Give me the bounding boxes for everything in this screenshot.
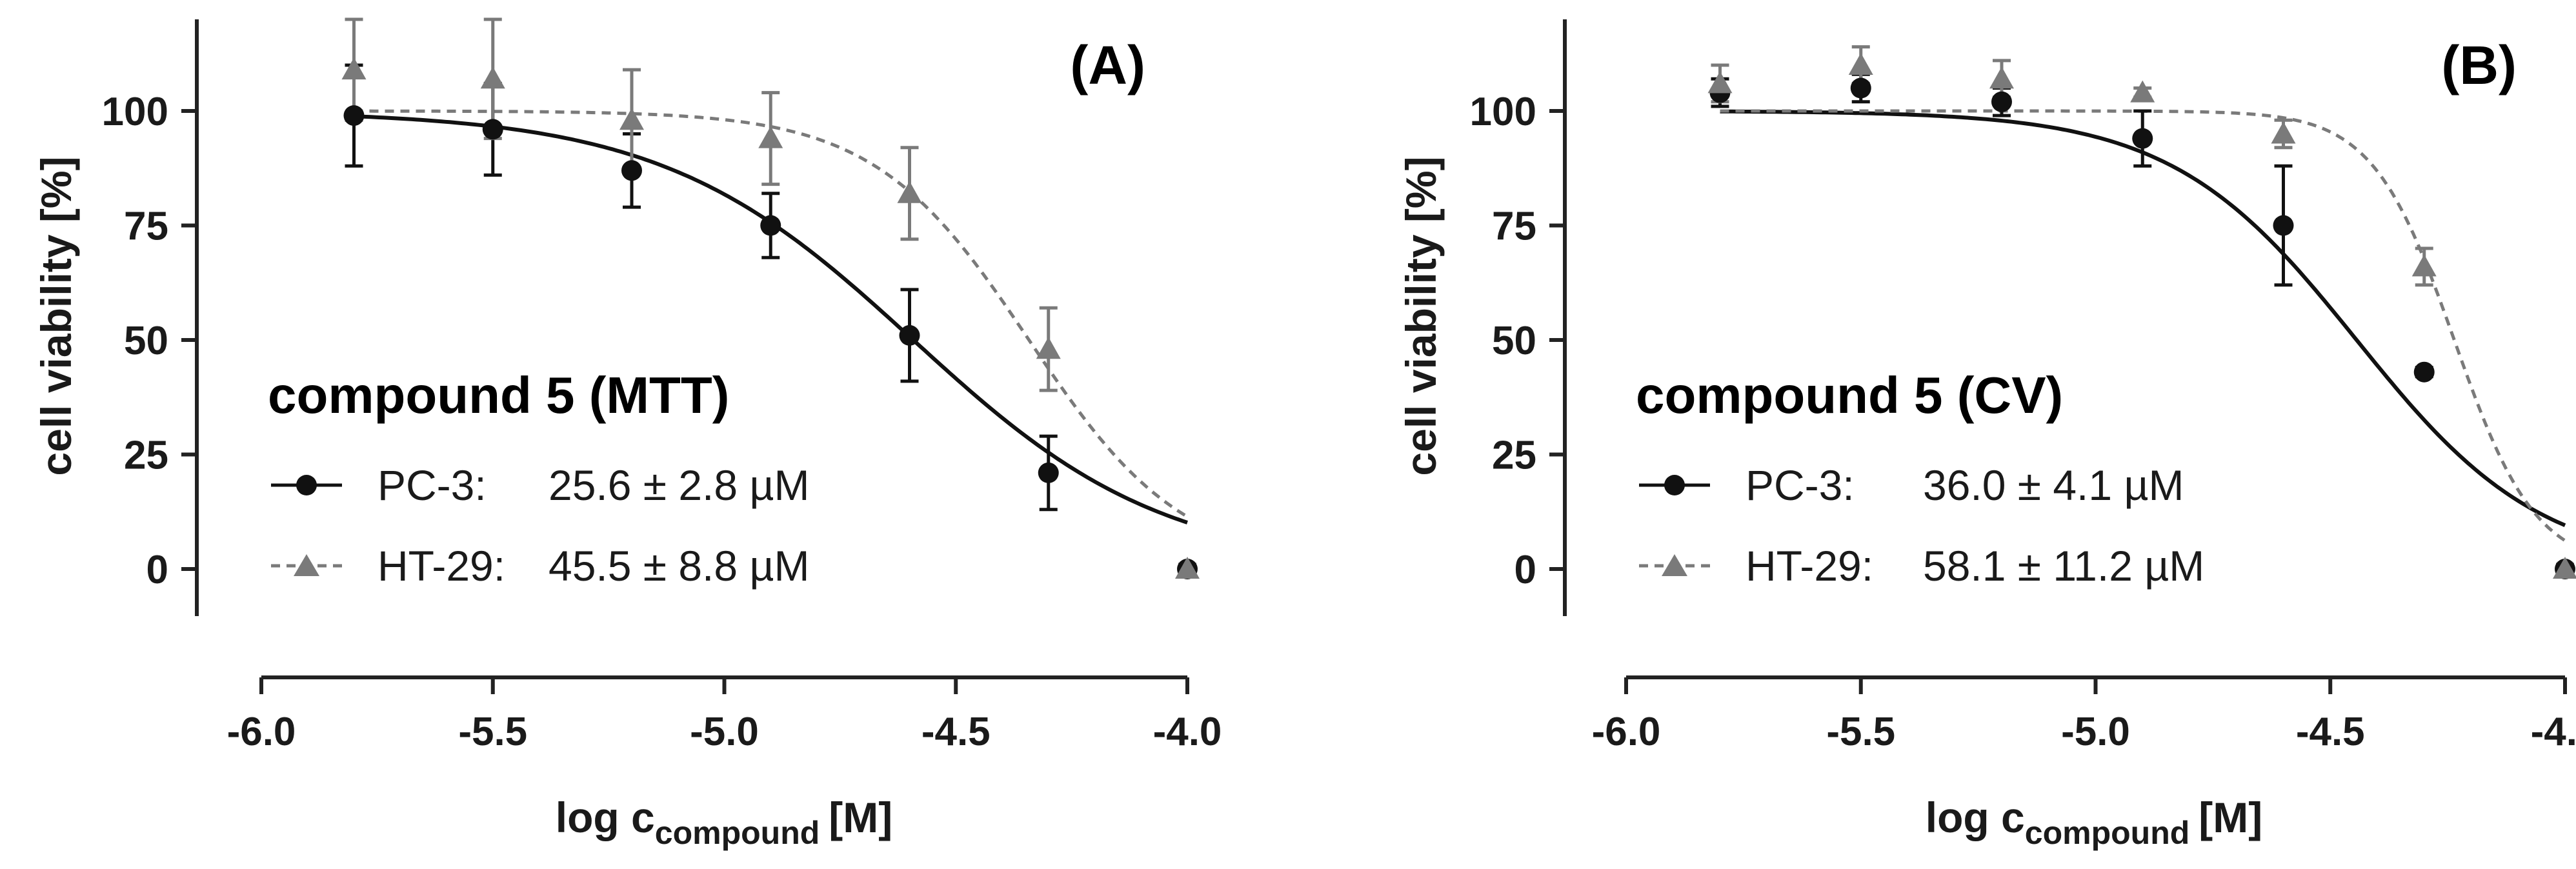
- legend-title: compound 5 (CV): [1636, 366, 2063, 424]
- x-axis-title: log ccompound [M]: [556, 794, 892, 851]
- y-tick-label: 75: [124, 205, 168, 249]
- legend-value-ht29: 45.5 ± 8.8 µM: [548, 542, 809, 590]
- data-point-ht29: [1175, 557, 1200, 579]
- legend-marker-pc3: [296, 475, 317, 495]
- data-point-pc3: [1850, 77, 1871, 99]
- data-point-ht29: [619, 108, 644, 130]
- y-axis-title: cell viability [%]: [32, 156, 80, 475]
- panel-b: 0 25 50 75 100 -6.0 -5.5 -5.0 -4.5 -4.0 (B) cell …: [1397, 19, 2576, 851]
- y-tick-label: 25: [1492, 434, 1536, 478]
- x-tick-label: -6.0: [1592, 710, 1661, 754]
- data-point-ht29: [1848, 53, 1873, 75]
- data-point-ht29: [1036, 337, 1061, 359]
- data-point-pc3: [2413, 361, 2435, 383]
- legend-name-pc3: PC-3:: [377, 461, 487, 509]
- legend-name-pc3: PC-3:: [1746, 461, 1855, 509]
- panel-label: (B): [2441, 35, 2517, 95]
- legend: compound 5 (MTT) PC-3: 25.6 ± 2.8 µM HT-…: [268, 366, 809, 590]
- legend-entry-ht29: HT-29: 58.1 ± 11.2 µM: [1639, 542, 2204, 590]
- x-axis-title-main: log c: [556, 794, 655, 841]
- x-axis-title-main: log c: [1926, 794, 2025, 841]
- data-point-pc3: [2132, 128, 2153, 149]
- panel-label: (A): [1070, 35, 1145, 95]
- data-point-ht29: [2553, 557, 2576, 579]
- y-axis-title: cell viability [%]: [1397, 156, 1445, 475]
- legend-value-pc3: 36.0 ± 4.1 µM: [1923, 461, 2184, 509]
- x-axis-title-subscript: compound: [2025, 815, 2190, 851]
- y-tick-label: 0: [1514, 548, 1536, 592]
- data-point-ht29: [2130, 80, 2155, 103]
- data-point-ht29: [341, 57, 367, 80]
- x-tick-label: -5.5: [458, 710, 527, 754]
- data-point-ht29: [2411, 254, 2437, 277]
- x-tick-label: -5.0: [690, 710, 759, 754]
- data-point-pc3: [621, 160, 642, 181]
- legend-entry-ht29: HT-29: 45.5 ± 8.8 µM: [271, 542, 809, 590]
- legend-name-ht29: HT-29:: [377, 542, 505, 590]
- legend-name-ht29: HT-29:: [1746, 542, 1873, 590]
- data-point-ht29: [2271, 121, 2296, 144]
- legend-entry-pc3: PC-3: 25.6 ± 2.8 µM: [271, 461, 809, 509]
- data-point-pc3: [1991, 91, 2012, 112]
- y-tick-label: 75: [1492, 205, 1536, 249]
- panel-a: 0 25 50 75 100 -6.0 -5.5 -5.0 -4.5 -4.0 (A) cell …: [32, 17, 1222, 851]
- legend-value-pc3: 25.6 ± 2.8 µM: [548, 461, 809, 509]
- legend-marker-ht29: [1662, 554, 1687, 576]
- x-tick-label: -5.0: [2061, 710, 2130, 754]
- data-point-ht29: [480, 66, 505, 89]
- data-point-pc3: [2273, 215, 2294, 236]
- legend: compound 5 (CV) PC-3: 36.0 ± 4.1 µM HT-2…: [1636, 366, 2204, 590]
- data-point-pc3: [760, 215, 781, 236]
- data-point-ht29: [897, 181, 922, 203]
- x-axis-title-unit: [M]: [2199, 794, 2262, 841]
- x-axis-title-subscript: compound: [655, 815, 820, 851]
- legend-value-ht29: 58.1 ± 11.2 µM: [1923, 542, 2204, 590]
- data-point-pc3: [482, 119, 503, 140]
- x-axis-title-unit: [M]: [829, 794, 892, 841]
- data-point-ht29: [758, 126, 783, 148]
- legend-title: compound 5 (MTT): [268, 366, 729, 424]
- legend-marker-ht29: [294, 554, 319, 576]
- legend-entry-pc3: PC-3: 36.0 ± 4.1 µM: [1639, 461, 2184, 509]
- data-point-ht29: [1989, 66, 2014, 89]
- x-tick-label: -4.5: [921, 710, 991, 754]
- y-tick-label: 50: [124, 319, 168, 363]
- y-tick-label: 100: [1470, 90, 1536, 134]
- x-tick-label: -4.0: [2531, 710, 2576, 754]
- data-point-ht29: [1707, 71, 1733, 94]
- legend-marker-pc3: [1664, 475, 1685, 495]
- data-point-pc3: [1038, 462, 1059, 483]
- x-tick-label: -4.5: [2296, 710, 2365, 754]
- y-tick-label: 100: [102, 90, 168, 134]
- y-tick-label: 50: [1492, 319, 1536, 363]
- data-point-pc3: [343, 105, 365, 126]
- data-point-pc3: [899, 325, 920, 346]
- x-tick-label: -5.5: [1826, 710, 1895, 754]
- y-tick-label: 0: [146, 548, 168, 592]
- x-tick-label: -6.0: [227, 710, 296, 754]
- y-tick-label: 25: [124, 434, 168, 478]
- x-axis-title: log ccompound [M]: [1926, 794, 2262, 851]
- x-tick-label: -4.0: [1153, 710, 1222, 754]
